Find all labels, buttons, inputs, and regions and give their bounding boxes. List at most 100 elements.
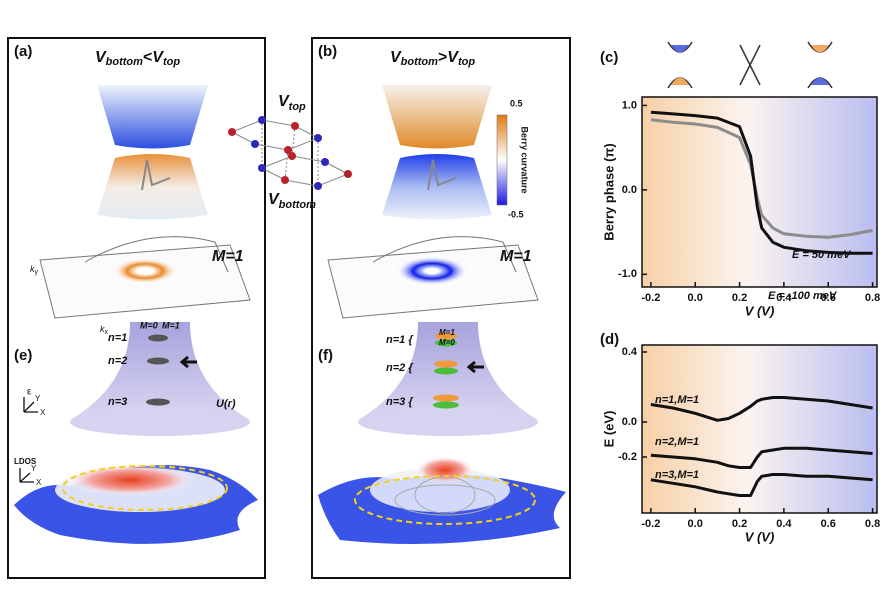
berry-ring [105,255,185,287]
potential-label: U(r) [216,398,236,410]
level [147,357,169,365]
level [435,339,457,347]
orbit [394,484,496,516]
panel-frame [7,37,266,579]
x-tick-label: 0.6 [821,518,836,530]
x-tick-label: 0.4 [776,518,792,530]
boundary [62,465,228,511]
potential-funnel [70,322,250,430]
lower-band [382,154,492,220]
colorbar-title: Berry curvature [520,126,530,193]
level [434,367,458,375]
series-label: n=2,M=1 [655,436,699,448]
axis-part: x [105,329,109,336]
band-cartoons [667,41,833,89]
ldos-peak [415,456,475,484]
axis-label: kx [100,324,109,335]
y-tick-label: 0.0 [622,184,637,196]
axis-part: k [100,324,105,334]
panel-title: Vbottom<Vtop [95,49,180,68]
axis-label: Y [35,394,41,403]
series-label: E = -100 meV [768,290,838,302]
m-label: M=1 [439,328,455,337]
colorbar-label: 0.5 [510,98,523,108]
series-line [650,473,873,497]
m-label: M=0 [439,338,455,347]
curve [84,236,229,273]
level-label: n=2 [108,355,127,367]
label-part: V [278,93,290,110]
x-tick-label: 0.2 [732,518,747,530]
title-part: top [458,56,475,68]
m-label: M=1 [212,248,244,265]
series-label: n=3,M=1 [655,469,699,481]
level [146,398,170,406]
lower-band [97,154,208,220]
level [433,401,459,409]
level-label: n=1 { [386,334,414,346]
dispersion-curve [427,159,457,191]
y-tick-label: 0.0 [622,416,637,428]
x-axis-label: V (V) [745,303,775,318]
level [148,334,168,342]
m-label: M=0 [140,320,158,330]
axis-label: X [40,408,46,417]
series-line [650,446,873,469]
potential-funnel [358,322,538,430]
arrow [466,360,484,374]
layer-label: Vtop [278,93,306,113]
axis-label: X [36,478,42,487]
axis-label: ε [27,387,32,398]
panel-label: (c) [600,49,618,66]
plot-background [642,345,877,513]
plot-frame [641,96,878,288]
label-part: bottom [279,199,316,211]
title-part: > [438,49,447,66]
x-tick-label: 0.8 [865,292,880,304]
colorbar-label: -0.5 [508,209,524,219]
x-tick-label: -0.2 [641,518,660,530]
title-part: bottom [106,56,143,68]
level-label: n=1 [108,332,127,344]
level-label: n=3 [108,396,127,408]
arrow [179,355,197,369]
panel-label: (e) [14,347,32,364]
funnel-base [358,408,538,436]
panel-label: (b) [318,43,337,60]
title-part: bottom [401,56,438,68]
level [434,360,458,368]
label-part: top [289,101,306,113]
level-label: n=3 { [386,396,414,408]
axes-icon [23,397,38,413]
level [433,394,459,402]
series-line [650,110,873,255]
title-part: top [163,56,180,68]
curve [372,236,517,273]
title-part: V [447,49,459,66]
axis-label: LDOS [14,457,37,466]
panel-label: (d) [600,331,619,348]
axis-label: ky [30,264,39,275]
level [435,332,457,340]
title-part: V [95,49,107,66]
m-label: M=1 [162,320,180,330]
y-tick-label: 0.4 [622,346,638,358]
x-tick-label: -0.2 [641,292,660,304]
series-line [650,118,873,239]
title-part: < [143,49,152,66]
axis-part: y [35,269,39,276]
atoms [228,116,352,190]
funnel-base [70,408,250,436]
panel-title: Vbottom>Vtop [390,49,475,68]
ldos-peak [65,464,195,496]
y-axis-label: E (eV) [601,411,616,448]
berry-ring [390,254,474,288]
m-label: M=1 [500,248,532,265]
x-tick-label: 0.2 [732,292,747,304]
upper-band [97,85,208,149]
level-label: n=2 { [386,362,414,374]
x-tick-label: 0.4 [776,292,792,304]
axes-icon [19,468,34,483]
plot-frame [641,344,878,514]
